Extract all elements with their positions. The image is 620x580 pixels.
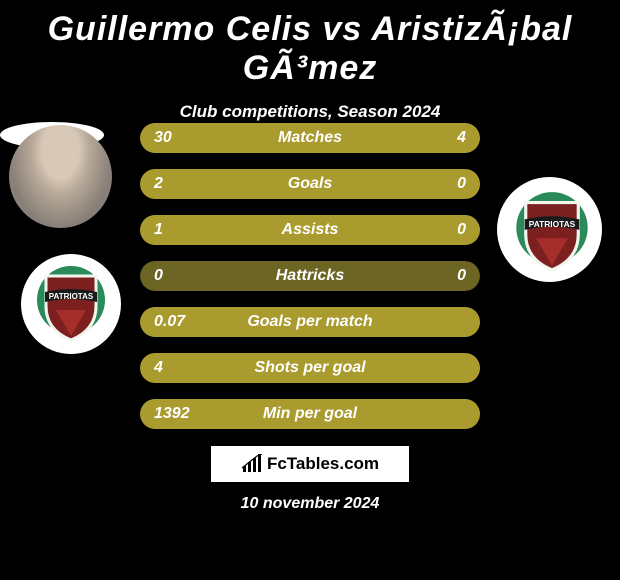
player1-avatar-image [9,125,112,228]
stat-label: Matches [140,129,480,147]
brand-text: FcTables.com [267,454,379,474]
stat-value-right: 0 [457,267,466,285]
subtitle: Club competitions, Season 2024 [0,102,620,122]
shield-icon: PATRIOTAS [36,264,106,344]
player2-club-badge: PATRIOTAS [497,177,602,282]
stats-table: 30Matches42Goals01Assists00Hattricks00.0… [140,123,480,445]
player1-avatar [9,125,112,228]
stat-label: Shots per goal [140,359,480,377]
stat-value-right: 0 [457,175,466,193]
svg-text:PATRIOTAS: PATRIOTAS [528,218,575,228]
stat-row: 0.07Goals per match [140,307,480,337]
svg-text:PATRIOTAS: PATRIOTAS [49,292,94,301]
stat-row: 4Shots per goal [140,353,480,383]
player1-club-badge: PATRIOTAS [21,254,121,354]
stat-value-right: 0 [457,221,466,239]
date-text: 10 november 2024 [0,495,620,513]
stat-row: 30Matches4 [140,123,480,153]
stat-row: 1Assists0 [140,215,480,245]
shield-icon: PATRIOTAS [515,190,585,270]
stat-row: 0Hattricks0 [140,261,480,291]
stat-label: Hattricks [140,267,480,285]
stat-label: Min per goal [140,405,480,423]
stat-row: 2Goals0 [140,169,480,199]
chart-icon [241,454,263,474]
stat-row: 1392Min per goal [140,399,480,429]
stat-value-right: 4 [457,129,466,147]
stat-label: Goals per match [140,313,480,331]
page-title: Guillermo Celis vs AristizÃ¡bal GÃ³mez [0,0,620,88]
brand-box: FcTables.com [210,445,410,483]
stat-label: Goals [140,175,480,193]
stat-label: Assists [140,221,480,239]
